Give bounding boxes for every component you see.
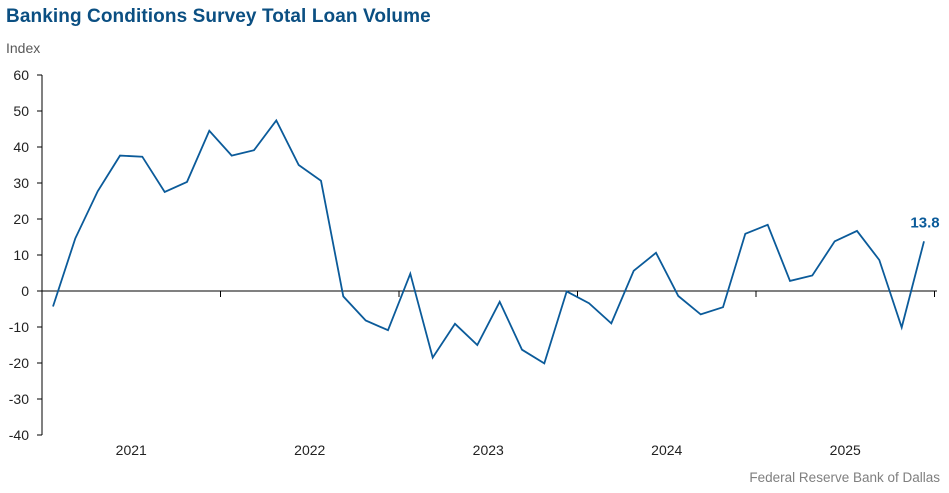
- y-tick-label: 50: [13, 103, 29, 119]
- x-tick-label: 2025: [830, 442, 861, 458]
- x-tick-label: 2021: [116, 442, 147, 458]
- y-tick-label: 0: [21, 283, 29, 299]
- chart-title: Banking Conditions Survey Total Loan Vol…: [6, 6, 431, 27]
- x-tick-label: 2024: [651, 442, 682, 458]
- x-tick-label: 2022: [294, 442, 325, 458]
- y-tick-label: 40: [13, 139, 29, 155]
- end-value-label: 13.8: [910, 214, 939, 231]
- y-axis: 60 50 40 30 20 10 0 -10 -20 -30 -40: [9, 67, 43, 443]
- y-tick-label: 60: [13, 67, 29, 83]
- x-axis: 2021 2022 2023 2024 2025: [41, 290, 937, 458]
- y-tick-label: 10: [13, 247, 29, 263]
- y-tick-label: 20: [13, 211, 29, 227]
- x-tick-label: 2023: [473, 442, 504, 458]
- series-line: [52, 118, 925, 365]
- source-note: Federal Reserve Bank of Dallas: [749, 470, 940, 485]
- y-tick-label: -30: [9, 391, 29, 407]
- y-tick-label: -20: [9, 355, 29, 371]
- y-tick-label: -40: [9, 427, 29, 443]
- data-labels: 13.8: [910, 214, 939, 231]
- series-lines: [52, 118, 925, 365]
- y-tick-label: 30: [13, 175, 29, 191]
- y-tick-label: -10: [9, 319, 29, 335]
- y-axis-label: Index: [6, 40, 41, 56]
